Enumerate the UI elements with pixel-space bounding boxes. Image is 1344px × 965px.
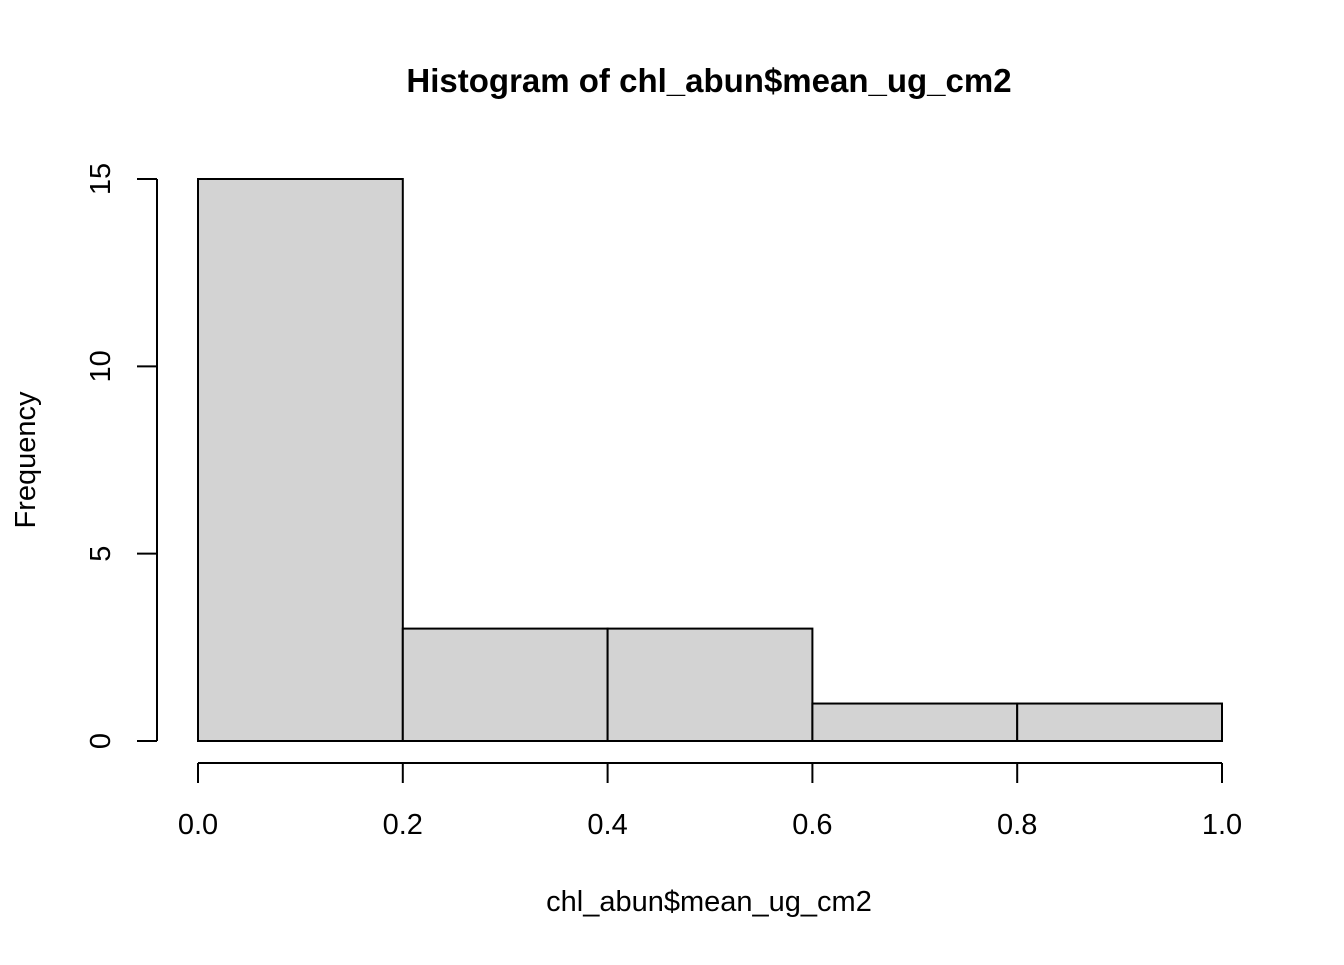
- x-axis: 0.0 0.2 0.4 0.6 0.8 1.0: [178, 762, 1242, 841]
- histogram-bar-2: [401, 627, 609, 742]
- x-tick-label: 0.2: [383, 809, 423, 841]
- x-tick-label: 0.8: [997, 809, 1037, 841]
- y-axis: 0 5 10 15: [85, 163, 158, 749]
- y-tick-label: 0: [85, 733, 117, 749]
- chart-title: Histogram of chl_abun$mean_ug_cm2: [406, 62, 1011, 99]
- histogram-bar-3: [606, 627, 814, 742]
- histogram-bar-1: [197, 178, 404, 742]
- x-axis-label: chl_abun$mean_ug_cm2: [546, 886, 872, 918]
- y-tick-label: 15: [85, 163, 117, 195]
- x-tick-label: 0.0: [178, 809, 218, 841]
- bars-group: [197, 178, 1224, 742]
- histogram-bar-5: [1016, 702, 1224, 742]
- x-tick-label: 0.6: [792, 809, 832, 841]
- x-tick-label: 1.0: [1202, 809, 1242, 841]
- histogram-bar-4: [811, 702, 1019, 742]
- x-tick-label: 0.4: [587, 809, 627, 841]
- y-tick-label: 5: [85, 546, 117, 562]
- y-tick-label: 10: [85, 350, 117, 382]
- y-axis-label: Frequency: [10, 391, 42, 529]
